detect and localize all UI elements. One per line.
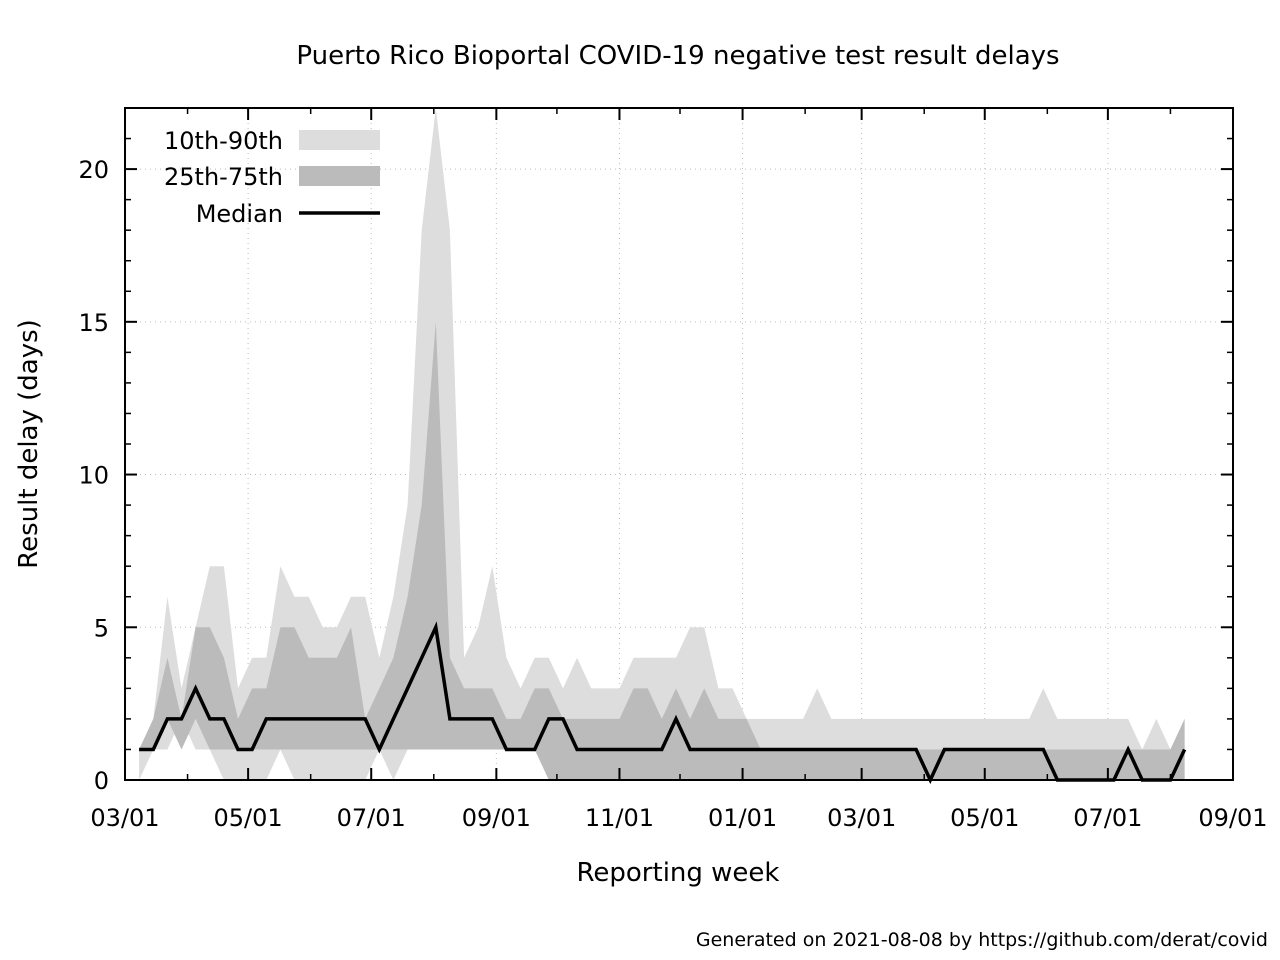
x-tick-label: 07/01 xyxy=(1073,804,1142,832)
y-axis-label: Result delay (days) xyxy=(14,319,44,569)
band-10th-90th xyxy=(139,108,1185,780)
legend-label: 25th-75th xyxy=(164,163,283,191)
median-layer xyxy=(139,621,1187,785)
legend-label: Median xyxy=(196,200,283,228)
chart-title: Puerto Rico Bioportal COVID-19 negative … xyxy=(296,41,1059,71)
x-tick-label: 03/01 xyxy=(827,804,896,832)
legend-swatch xyxy=(299,130,380,150)
x-axis-label: Reporting week xyxy=(577,858,780,888)
x-tick-label: 07/01 xyxy=(337,804,406,832)
y-tick-label: 15 xyxy=(78,309,109,337)
x-tick-label: 09/01 xyxy=(462,804,531,832)
y-tick-label: 0 xyxy=(94,767,109,795)
y-tick-label: 20 xyxy=(78,156,109,184)
legend-swatch xyxy=(299,166,380,186)
x-tick-label: 11/01 xyxy=(585,804,654,832)
footer-credit: Generated on 2021-08-08 by https://githu… xyxy=(695,929,1268,951)
median-line xyxy=(139,621,1187,785)
legend-label: 10th-90th xyxy=(164,127,283,155)
x-tick-label: 03/01 xyxy=(90,804,159,832)
bands xyxy=(139,108,1185,780)
x-tick-label: 01/01 xyxy=(708,804,777,832)
y-tick-label: 5 xyxy=(94,614,109,642)
x-tick-label: 09/01 xyxy=(1198,804,1267,832)
legend: 10th-90th 25th-75th Median xyxy=(164,127,380,228)
x-tick-label: 05/01 xyxy=(950,804,1019,832)
band-25th-75th xyxy=(139,321,1185,780)
y-tick-label: 10 xyxy=(78,462,109,490)
ticks: 0 5 10 15 20 03/01 05/01 07/01 09/01 11/01 01/01 03… xyxy=(78,107,1268,832)
x-tick-label: 05/01 xyxy=(214,804,283,832)
